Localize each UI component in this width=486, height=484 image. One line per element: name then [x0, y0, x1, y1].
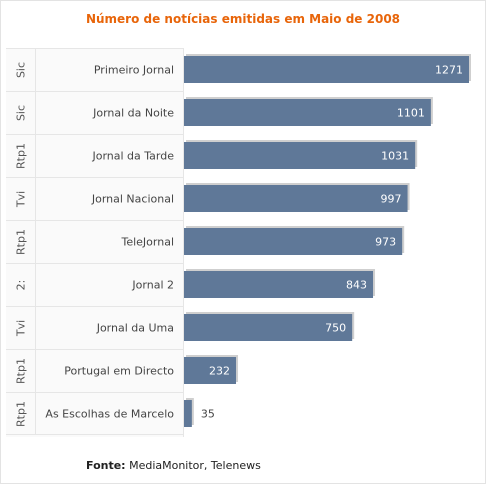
category-row: Rtp1 Jornal da Tarde — [6, 134, 183, 177]
category-row: Rtp1 As Escolhas de Marcelo — [6, 392, 183, 435]
bar — [184, 400, 192, 427]
bar-value-label: 973 — [375, 236, 396, 249]
group-cell: Rtp1 — [6, 350, 36, 392]
category-label: Jornal da Uma — [96, 321, 174, 335]
bar — [184, 56, 469, 83]
category-label: Portugal em Directo — [64, 364, 174, 378]
group-cell: Sic — [6, 92, 36, 134]
category-label: As Escolhas de Marcelo — [45, 407, 174, 420]
chart-title: Número de notícias emitidas em Maio de 2… — [85, 12, 401, 26]
bar-value-label: 1031 — [381, 150, 409, 163]
category-label: Jornal 2 — [132, 278, 174, 292]
source-text: MediaMonitor, Telenews — [129, 459, 261, 472]
category-row: Tvi Jornal Nacional — [6, 177, 183, 220]
group-cell: Rtp1 — [6, 135, 36, 177]
bar-value-label: 35 — [201, 408, 215, 421]
category-label: Jornal Nacional — [91, 192, 174, 206]
bar — [184, 271, 374, 298]
category-row: Rtp1 TeleJornal — [6, 220, 183, 263]
bar — [184, 357, 237, 384]
category-label: Primeiro Jornal — [93, 63, 174, 77]
bar — [184, 99, 431, 126]
category-row: Rtp1 Portugal em Directo — [6, 349, 183, 392]
group-cell: Rtp1 — [6, 393, 36, 434]
category-label: Jornal da Noite — [93, 106, 174, 120]
group-cell: Tvi — [6, 178, 36, 220]
group-cell: Sic — [6, 49, 36, 91]
bar — [184, 228, 403, 255]
source-note: Fonte: MediaMonitor, Telenews — [86, 459, 261, 472]
category-row: Sic Jornal da Noite — [6, 91, 183, 134]
bar — [184, 142, 416, 169]
group-cell: Tvi — [6, 307, 36, 349]
category-row: 2: Jornal 2 — [6, 263, 183, 306]
category-label: Jornal da Tarde — [92, 149, 174, 163]
category-row: Sic Primeiro Jornal — [6, 48, 183, 91]
bar-value-label: 997 — [381, 193, 402, 206]
bar-value-label: 1271 — [435, 64, 463, 77]
bar — [184, 185, 408, 212]
bar-value-label: 843 — [346, 279, 367, 292]
category-label: TeleJornal — [121, 235, 174, 249]
category-label-panel: Sic Primeiro Jornal Sic Jornal da Noite … — [6, 48, 184, 437]
source-label: Fonte: — [86, 459, 126, 472]
bar-value-label: 1101 — [397, 107, 425, 120]
category-row: Tvi Jornal da Uma — [6, 306, 183, 349]
group-cell: Rtp1 — [6, 221, 36, 263]
bar-value-label: 750 — [325, 322, 346, 335]
bar-value-label: 232 — [209, 365, 230, 378]
group-cell: 2: — [6, 264, 36, 306]
bar — [184, 314, 353, 341]
